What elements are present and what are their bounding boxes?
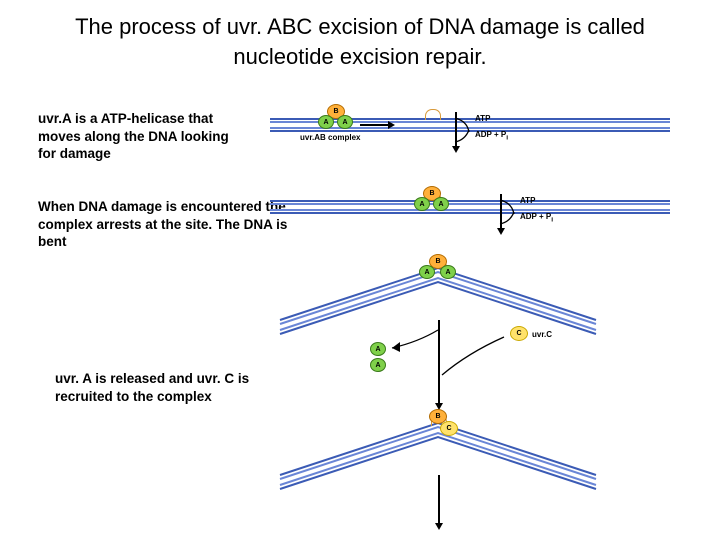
caption-step-2: When DNA damage is encountered the compl… (38, 198, 298, 251)
protein-a-label: A (323, 119, 328, 126)
protein-a-icon: A (370, 342, 386, 356)
protein-a-icon: A (370, 358, 386, 372)
release-branch-icon (388, 330, 440, 370)
protein-c-label: C (516, 330, 521, 337)
stage-3: B A A A A C uvr.C (270, 260, 670, 410)
protein-a-icon: A (440, 265, 456, 279)
caption-step-1: uvr.A is a ATP-helicase that moves along… (38, 110, 248, 163)
protein-a-label: A (375, 362, 380, 369)
uvrab-complex-label: uvr.AB complex (300, 133, 360, 142)
dna-strand (270, 209, 670, 211)
dna-damage-icon (425, 109, 441, 120)
arrow-head-icon (497, 228, 505, 235)
stage-4: B C (270, 415, 670, 535)
stage-1: B A A uvr.AB complex ATP ADP + Pi (270, 108, 670, 163)
adp-label: ADP + Pi (520, 212, 553, 224)
protein-c-label: C (446, 425, 451, 432)
adp-branch-icon (500, 212, 518, 226)
bent-dna (270, 415, 670, 495)
protein-a-label: A (419, 201, 424, 208)
transition-arrow (438, 475, 440, 525)
arrow-head-icon (435, 523, 443, 530)
protein-a-icon: A (318, 115, 334, 129)
protein-c-icon: C (440, 421, 458, 436)
arrow-head-icon (388, 121, 395, 129)
adp-branch-icon (455, 130, 473, 144)
protein-b-label: B (333, 108, 338, 115)
protein-a-icon: A (419, 265, 435, 279)
protein-a-icon: A (414, 197, 430, 211)
adp-label: ADP + Pi (475, 130, 508, 142)
stage-2: B A A ATP ADP + Pi (270, 190, 670, 245)
protein-b-label: B (435, 258, 440, 265)
recruit-branch-icon (438, 335, 508, 380)
uvrc-label: uvr.C (532, 330, 552, 339)
protein-a-label: A (424, 269, 429, 276)
protein-a-label: A (375, 346, 380, 353)
dna-strand (270, 203, 670, 205)
protein-b-label: B (435, 413, 440, 420)
atp-label: ATP (475, 114, 490, 123)
bent-dna (270, 260, 670, 340)
protein-a-icon: A (433, 197, 449, 211)
protein-a-label: A (342, 119, 347, 126)
protein-a-icon: A (337, 115, 353, 129)
caption-step-3: uvr. A is released and uvr. C is recruit… (55, 370, 275, 405)
dna-strand (270, 212, 670, 214)
arrow-head-icon (452, 146, 460, 153)
protein-a-label: A (438, 201, 443, 208)
page-title: The process of uvr. ABC excision of DNA … (0, 0, 720, 71)
atp-label: ATP (520, 196, 535, 205)
protein-b-label: B (429, 190, 434, 197)
dna-strand (270, 200, 670, 202)
protein-a-label: A (445, 269, 450, 276)
movement-arrow (360, 124, 390, 126)
protein-c-icon: C (510, 326, 528, 341)
